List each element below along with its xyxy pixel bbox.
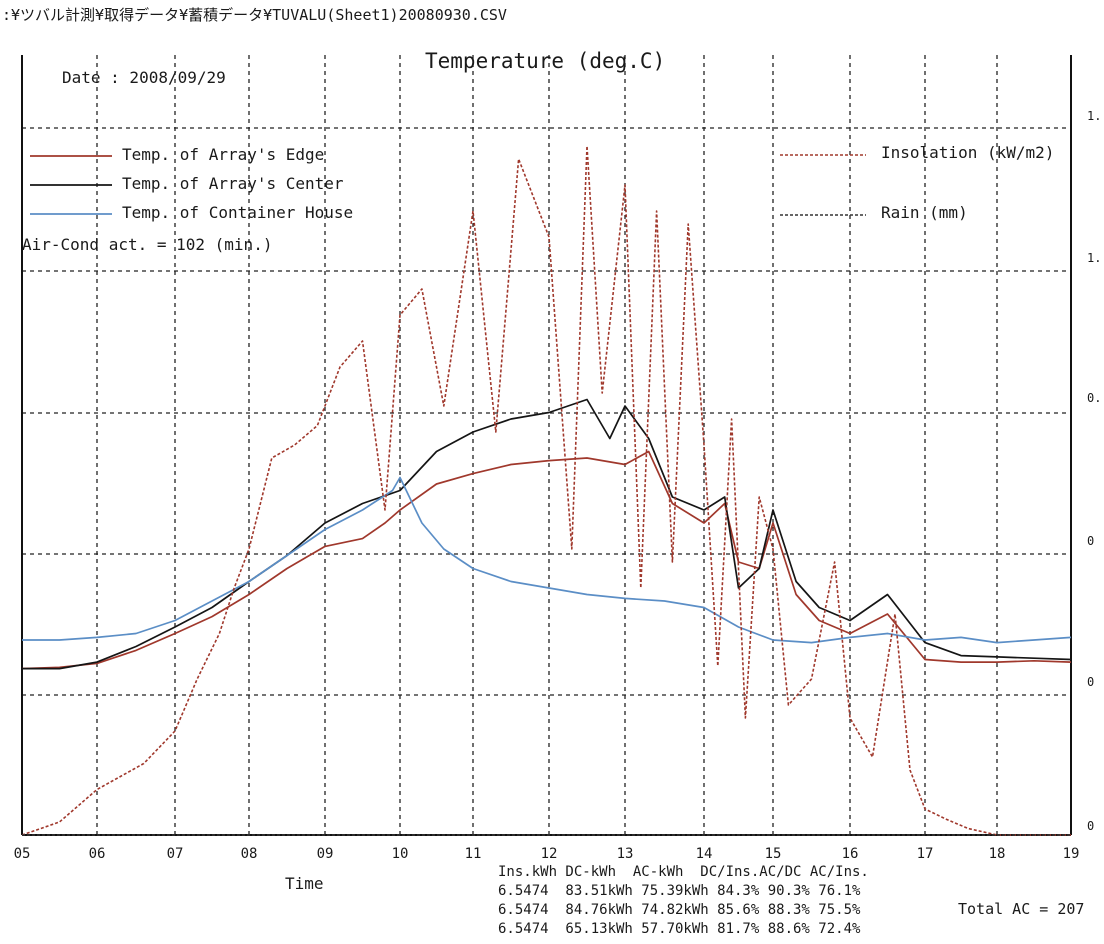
- legend: Temp. of Array's Edge Temp. of Array's Ce…: [30, 143, 1054, 222]
- legend-label: Temp. of Container House: [122, 203, 353, 222]
- series-line-2: [22, 476, 1072, 644]
- x-tick-label: 14: [696, 846, 713, 862]
- x-tick-label: 09: [317, 846, 334, 862]
- legend-label: Temp. of Array's Edge: [122, 145, 324, 164]
- x-tick-label: 17: [917, 846, 934, 862]
- right-tick-label: 0: [1087, 819, 1094, 833]
- x-tick-label: 18: [989, 846, 1006, 862]
- legend-label: Insolation (kW/m2): [881, 143, 1054, 162]
- summary-row-3: 6.5474 65.13kWh 57.70kWh 81.7% 88.6% 72.…: [498, 921, 861, 937]
- plot-frame: [21, 55, 1072, 836]
- x-tick-label: 06: [89, 846, 106, 862]
- series-line-1: [22, 398, 1072, 670]
- x-tick-label: 15: [765, 846, 782, 862]
- file-path-header: :¥ツバル計測¥取得データ¥蓄積データ¥TUVALU(Sheet1)200809…: [2, 6, 507, 24]
- x-tick-label: 11: [465, 846, 482, 862]
- series-line-0: [21, 450, 1072, 670]
- right-tick-label: 0: [1087, 534, 1094, 548]
- right-tick-label: 0.: [1087, 391, 1101, 405]
- summary-table: Ins.kWh DC-kWh AC-kWh DC/Ins.AC/DC AC/In…: [498, 864, 1084, 937]
- right-tick-label: 1.: [1087, 109, 1101, 123]
- right-tick-labels: 1. 1. 0. 0 0 0: [1087, 109, 1101, 833]
- legend-label: Rain (mm): [881, 203, 968, 222]
- summary-headers: Ins.kWh DC-kWh AC-kWh DC/Ins.AC/DC AC/In…: [498, 864, 869, 880]
- aircond-note: Air-Cond act. = 102 (min.): [22, 235, 272, 254]
- x-tick-label: 07: [167, 846, 184, 862]
- x-tick-label: 19: [1063, 846, 1080, 862]
- series-group: [21, 145, 1072, 836]
- x-tick-label: 08: [241, 846, 258, 862]
- right-tick-label: 1.: [1087, 251, 1101, 265]
- x-tick-label: 05: [14, 846, 31, 862]
- x-tick-label: 16: [842, 846, 859, 862]
- x-tick-label: 10: [392, 846, 409, 862]
- summary-row-1: 6.5474 83.51kWh 75.39kWh 84.3% 90.3% 76.…: [498, 883, 861, 899]
- legend-label: Temp. of Array's Center: [122, 174, 344, 193]
- x-tick-labels: 05 06 07 08 09 10 11 12 13 14 15 16 17 18 19: [14, 846, 1080, 862]
- date-label: Date : 2008/09/29: [62, 68, 226, 87]
- grid-lines: [22, 55, 1071, 835]
- x-axis-label: Time: [285, 874, 324, 893]
- right-tick-label: 0: [1087, 675, 1094, 689]
- x-tick-label: 13: [617, 846, 634, 862]
- chart-title: Temperature (deg.C): [425, 49, 665, 73]
- x-tick-label: 12: [541, 846, 558, 862]
- summary-row-2: 6.5474 84.76kWh 74.82kWh 85.6% 88.3% 75.…: [498, 902, 861, 918]
- series-line-3: [21, 145, 1071, 836]
- total-ac-label: Total AC = 207: [958, 900, 1084, 918]
